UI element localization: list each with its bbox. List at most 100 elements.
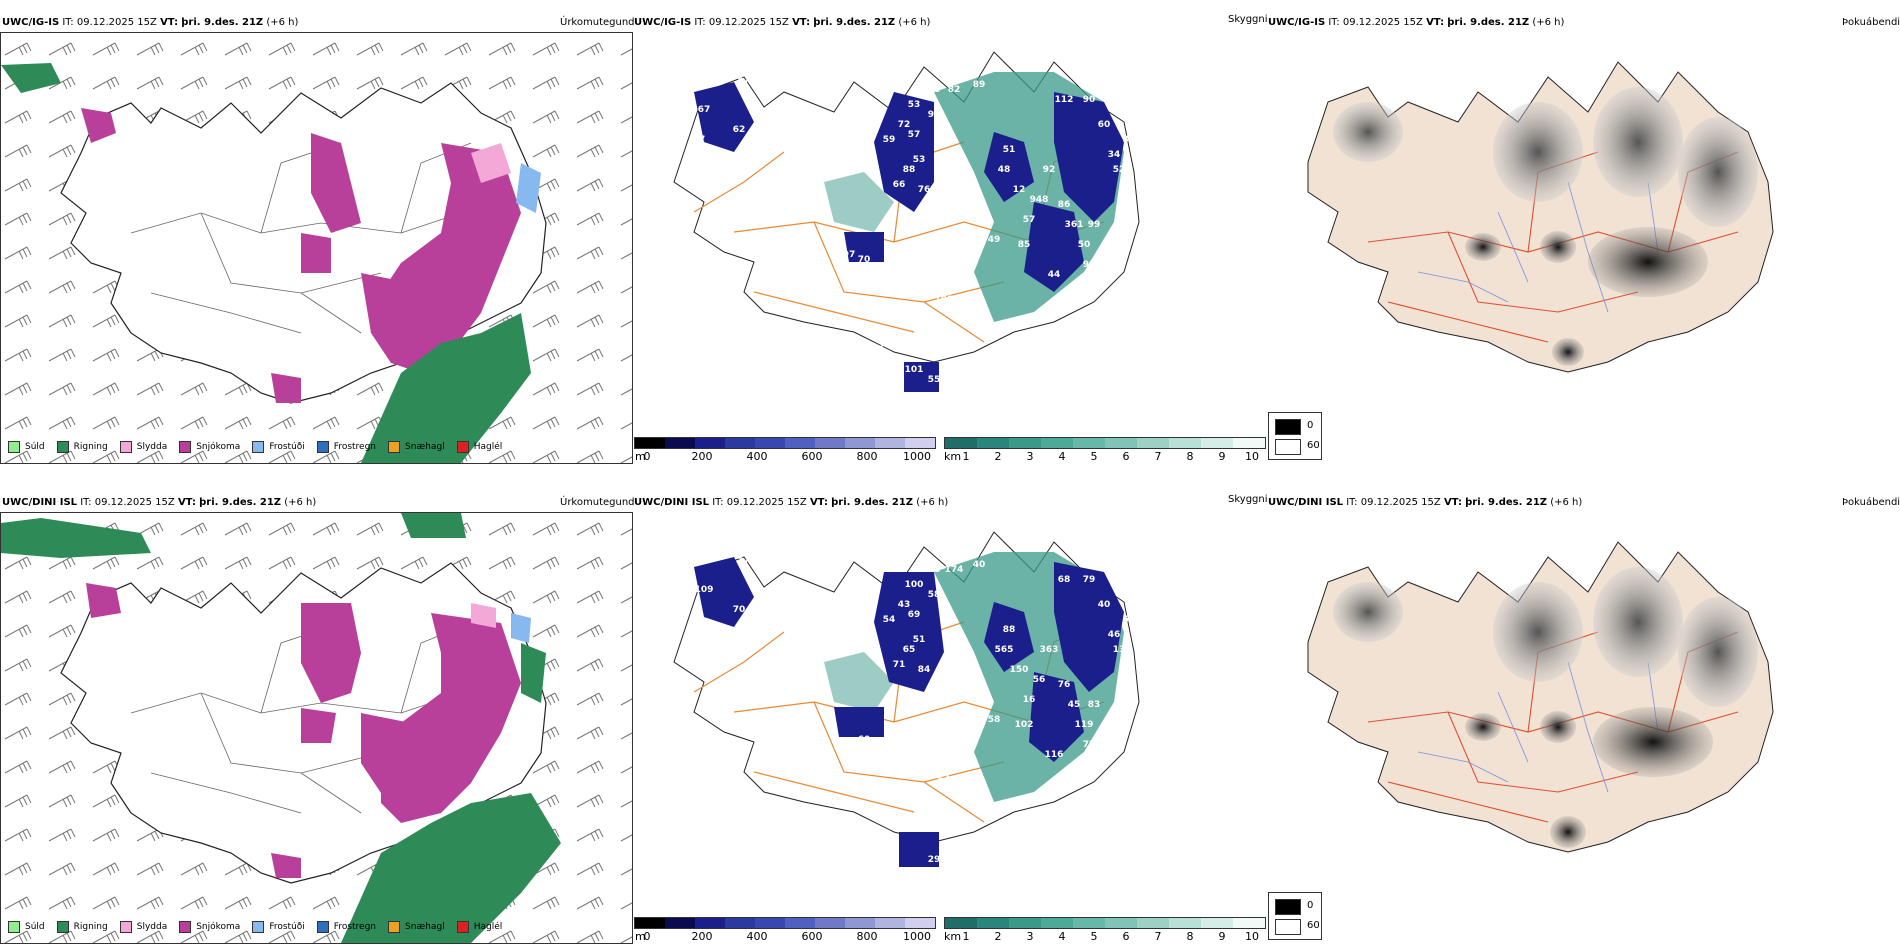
precip-map[interactable]: [0, 512, 633, 944]
tick: 10: [1245, 930, 1259, 943]
peak-label: 57: [1023, 215, 1036, 225]
peak-label: 67: [698, 105, 711, 115]
peak-label: 40: [1098, 600, 1111, 610]
vis-unit: km: [944, 930, 962, 943]
vis-title: Skyggni: [1228, 494, 1268, 505]
fog-header: UWC/IG-IS IT: 09.12.2025 15Z VT: þri. 9.…: [1268, 17, 1564, 29]
legend-swatch: [456, 921, 469, 933]
freezing-drizzle-patch: [516, 163, 541, 213]
legend-label: Haglél: [473, 922, 503, 932]
precip-legend: Súld Rigning Slydda Snjókoma Frostúði Fr…: [2, 919, 630, 935]
legend-swatch: [179, 441, 192, 453]
valid-time: þri. 9.des. 21Z: [199, 497, 282, 508]
rain-patch-nw: [1, 518, 151, 558]
peak-label: 57: [738, 555, 751, 565]
legend-item: Súld: [8, 441, 45, 453]
fog-map-svg: [1307, 541, 1774, 853]
peak-label: 82: [948, 85, 961, 95]
peak-label: 55: [928, 375, 941, 385]
fog-map[interactable]: [1268, 512, 1898, 892]
valid-prefix: VT:: [177, 497, 196, 508]
peak-label: 85: [1018, 240, 1031, 250]
model-name: UWC/IG-IS: [634, 17, 692, 28]
peak-label: 99: [1088, 220, 1101, 230]
peak-label: 56: [1033, 675, 1046, 685]
rain-patch-nw: [1, 63, 61, 93]
road-network: [130, 622, 472, 814]
peak-label: 40: [973, 560, 986, 570]
precip-map-svg: [1, 33, 632, 463]
peak-label: 69: [908, 610, 921, 620]
legend-item: Snjókoma: [179, 921, 240, 933]
vis-map[interactable]: 109 57 31 70 100 68 43 58 54 69 51 65 71 84 174 40 68 79 4…: [634, 512, 1266, 912]
tick: 2: [994, 930, 1002, 943]
legend-item: Haglél: [456, 441, 502, 453]
legend-item: Frostúði: [252, 921, 305, 933]
peak-label: 174: [945, 565, 964, 575]
fog-legend: 0 60: [1268, 892, 1322, 940]
tick: 800: [856, 450, 878, 463]
init-time: IT: 09.12.2025 15Z: [80, 497, 175, 508]
legend-swatch: [316, 441, 329, 453]
peak-label: 62: [973, 785, 986, 795]
legend-item: Frostregn: [316, 921, 376, 933]
peak-label: 97: [843, 250, 856, 260]
peak-label: 64: [938, 775, 951, 785]
lead-time: (+6 h): [284, 497, 317, 508]
legend-label: Súld: [25, 922, 45, 932]
peak-label: 72: [898, 120, 911, 130]
mountain-snow-areas: [694, 557, 1124, 867]
peak-label: 92: [928, 110, 941, 120]
tick: 6: [1122, 450, 1130, 463]
legend-label: Rigning: [73, 442, 108, 452]
fog-label-high: 0: [1307, 420, 1314, 431]
vis-map[interactable]: 67 67 87 62 53 83 72 92 59 57 53 88 66 76 82 89 112 90 60 3…: [634, 32, 1266, 432]
lead-time: (+6 h): [1532, 17, 1565, 28]
peak-label: 101: [905, 365, 924, 375]
peak-label: 53: [1123, 615, 1136, 625]
valid-prefix: VT:: [1443, 497, 1462, 508]
vis-header: UWC/IG-IS IT: 09.12.2025 15Z VT: þri. 9.…: [634, 17, 930, 29]
tick: 0: [643, 450, 651, 463]
lead-time: (+6 h): [916, 497, 949, 508]
peak-label: 81: [1058, 785, 1071, 795]
tick: 0: [643, 930, 651, 943]
legend-swatch: [119, 441, 132, 453]
peak-label: 53: [908, 100, 921, 110]
height-unit: m: [635, 450, 646, 463]
peak-label: 54: [883, 615, 896, 625]
legend-swatch: [56, 441, 69, 453]
init-time: IT: 09.12.2025 15Z: [1346, 497, 1441, 508]
peak-label: 66: [893, 180, 906, 190]
legend-swatch: [179, 921, 192, 933]
peak-label: 948: [1030, 195, 1049, 205]
peak-label: 119: [1075, 720, 1094, 730]
fog-map[interactable]: [1268, 32, 1898, 412]
legend-item: Rigning: [56, 921, 108, 933]
model-name: UWC/DINI ISL: [1268, 497, 1344, 508]
legend-swatch: [316, 921, 329, 933]
peak-label: 71: [893, 660, 906, 670]
peak-label: 565: [995, 645, 1014, 655]
peak-label: 12: [1013, 185, 1026, 195]
peak-label: 65: [903, 645, 916, 655]
tick: 2: [994, 450, 1002, 463]
peak-label: 74: [868, 760, 881, 770]
peak-label: 86: [1058, 200, 1071, 210]
tick: 4: [1058, 450, 1066, 463]
rain-patch-ne: [401, 513, 466, 538]
rivers: [1417, 181, 1659, 313]
tick: 8: [1186, 930, 1194, 943]
tick: 600: [801, 450, 823, 463]
fog-label-low: 60: [1307, 920, 1320, 931]
peak-label: 57: [908, 130, 921, 140]
peak-label: 29: [928, 855, 941, 865]
peak-label: 67: [738, 75, 751, 85]
legend-item: Haglél: [456, 921, 503, 933]
precip-map[interactable]: [0, 32, 633, 464]
peak-label: 116: [1045, 750, 1064, 760]
peak-label: 100: [905, 580, 924, 590]
peak-label: 48: [1058, 305, 1071, 315]
